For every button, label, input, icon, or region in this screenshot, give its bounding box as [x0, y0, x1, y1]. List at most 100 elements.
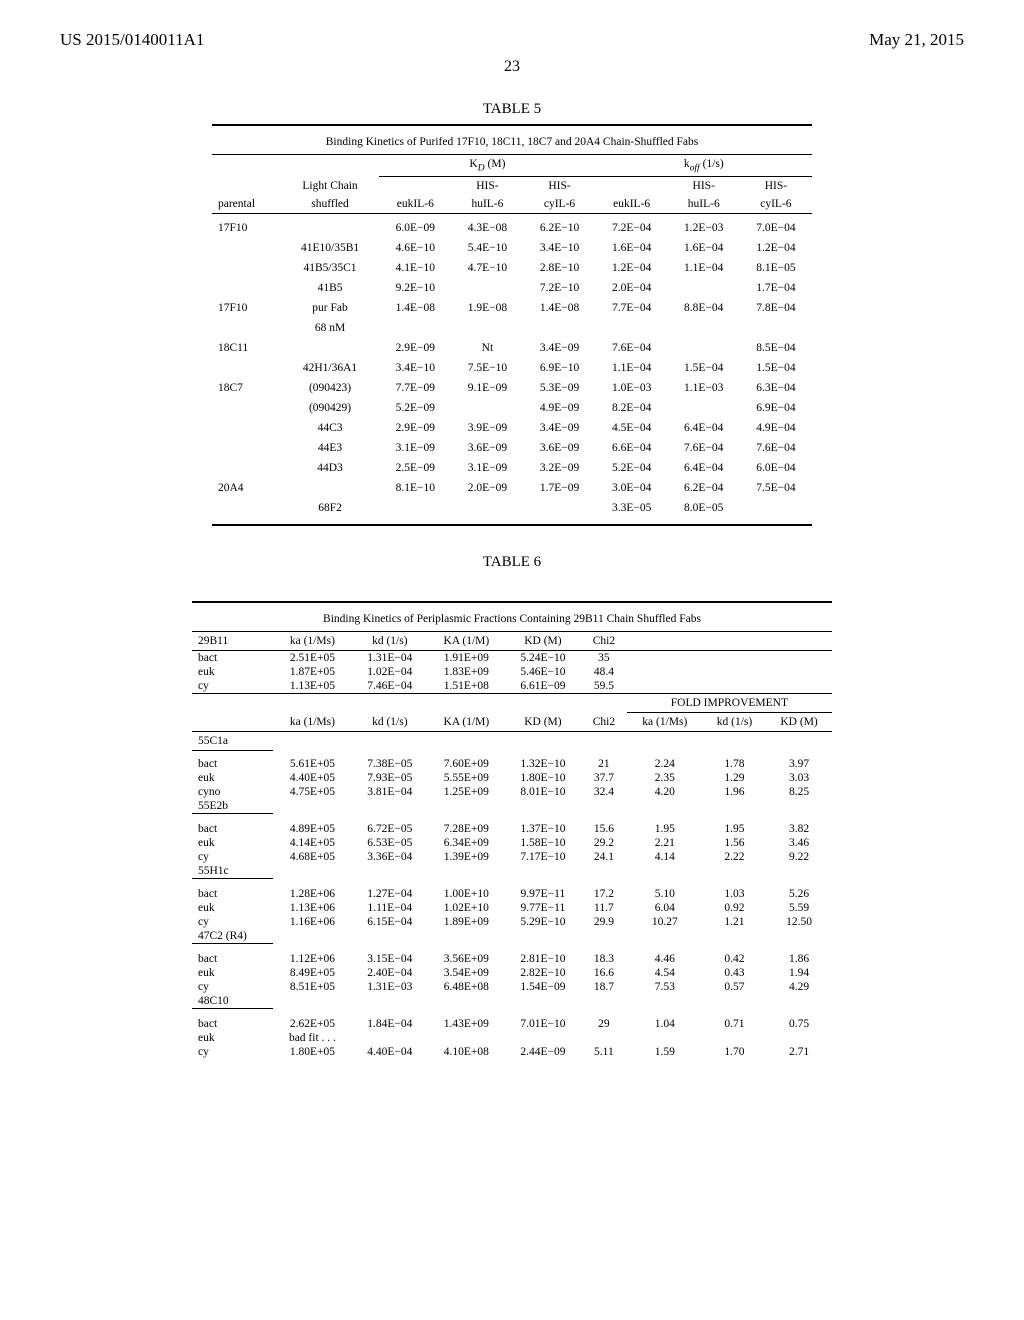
table-cell: euk: [192, 836, 273, 850]
table-cell: 7.53: [627, 980, 703, 994]
table-cell: 15.6: [581, 822, 627, 836]
t6h2-c8: KD (M): [766, 713, 832, 732]
t6h1-c3: KA (1/M): [428, 632, 505, 651]
table-cell: 6.2E−04: [668, 478, 740, 498]
table-cell: 1.6E−04: [668, 238, 740, 258]
table-cell: 1.95: [703, 822, 766, 836]
table-row: 17F106.0E−094.3E−086.2E−107.2E−041.2E−03…: [212, 218, 812, 238]
table-cell: euk: [192, 966, 273, 980]
table-row: bact2.62E+051.84E−041.43E+097.01E−10291.…: [192, 1017, 832, 1031]
table-row: 20A48.1E−102.0E−091.7E−093.0E−046.2E−047…: [212, 478, 812, 498]
table-cell: 3.2E−09: [523, 458, 595, 478]
table-cell: [212, 318, 281, 338]
table-cell: 7.5E−10: [451, 358, 523, 378]
table-cell: cy: [192, 1045, 273, 1059]
t6h1-c5: Chi2: [581, 632, 627, 651]
table-row: 55E2b: [192, 799, 832, 814]
table-cell: 41B5/35C1: [281, 258, 379, 278]
table-cell: 3.54E+09: [428, 966, 505, 980]
table-cell: [703, 1031, 766, 1045]
table-cell: cyno: [192, 785, 273, 799]
table-cell: [505, 994, 581, 1009]
table-cell: 2.22: [703, 850, 766, 864]
table-cell: 5.10: [627, 887, 703, 901]
table-cell: 4.29: [766, 980, 832, 994]
t6h2-c1: ka (1/Ms): [273, 713, 352, 732]
table-cell: [451, 398, 523, 418]
table-cell: 1.11E−04: [352, 901, 428, 915]
table-cell: 1.31E−04: [352, 651, 428, 666]
table-cell: [581, 929, 627, 944]
table-cell: [451, 318, 523, 338]
table-cell: [523, 498, 595, 518]
table-cell: 1.32E−10: [505, 757, 581, 771]
table-cell: 1.5E−04: [740, 358, 812, 378]
table-cell: 7.17E−10: [505, 850, 581, 864]
table-cell: 1.80E+05: [273, 1045, 352, 1059]
table-cell: 4.20: [627, 785, 703, 799]
table-cell: 44C3: [281, 418, 379, 438]
table-cell: [212, 438, 281, 458]
table5-kd-header: KD (M): [379, 155, 595, 177]
table-cell: 1.03: [703, 887, 766, 901]
table-cell: 6.61E−09: [505, 679, 581, 694]
table-cell: 1.13E+05: [273, 679, 352, 694]
table-cell: [212, 238, 281, 258]
table-cell: 59.5: [581, 679, 627, 694]
table-cell: 3.9E−09: [451, 418, 523, 438]
table-cell: 1.21: [703, 915, 766, 929]
table-cell: [703, 864, 766, 879]
table-cell: 8.51E+05: [273, 980, 352, 994]
table-row: bact5.61E+057.38E−057.60E+091.32E−10212.…: [192, 757, 832, 771]
t6h1-c1: ka (1/Ms): [273, 632, 352, 651]
table-cell: bad fit . . .: [273, 1031, 352, 1045]
table-cell: 10.27: [627, 915, 703, 929]
table-cell: 6.48E+08: [428, 980, 505, 994]
table-cell: 1.12E+06: [273, 952, 352, 966]
table-cell: [428, 994, 505, 1009]
table-cell: 0.42: [703, 952, 766, 966]
table-cell: 1.84E−04: [352, 1017, 428, 1031]
table-cell: 8.8E−04: [668, 298, 740, 318]
table-cell: [281, 218, 379, 238]
table-cell: 16.6: [581, 966, 627, 980]
table-cell: 8.1E−05: [740, 258, 812, 278]
table-cell: 4.3E−08: [451, 218, 523, 238]
table-cell: [273, 799, 352, 814]
table-row: 18C112.9E−09Nt3.4E−097.6E−048.5E−04: [212, 338, 812, 358]
table-cell: [212, 258, 281, 278]
table-cell: 2.51E+05: [273, 651, 352, 666]
table-cell: 1.43E+09: [428, 1017, 505, 1031]
table-cell: cy: [192, 915, 273, 929]
table-cell: 8.49E+05: [273, 966, 352, 980]
table-cell: 3.03: [766, 771, 832, 785]
table-cell: 18.3: [581, 952, 627, 966]
table5-col-eukil6b: eukIL-6: [596, 195, 668, 214]
table-cell: [212, 358, 281, 378]
table-cell: 7.5E−04: [740, 478, 812, 498]
table-row: 68F23.3E−058.0E−05: [212, 498, 812, 518]
table-cell: 4.40E−04: [352, 1045, 428, 1059]
table-cell: 5.2E−09: [379, 398, 451, 418]
table-cell: 2.9E−09: [379, 418, 451, 438]
table-cell: [627, 864, 703, 879]
table-cell: [352, 864, 428, 879]
table-cell: [668, 278, 740, 298]
table-cell: 3.4E−09: [523, 418, 595, 438]
table-cell: [523, 318, 595, 338]
table-cell: 3.1E−09: [379, 438, 451, 458]
table-cell: 41B5: [281, 278, 379, 298]
table5-caption: TABLE 5: [60, 101, 964, 118]
table-cell: 6.2E−10: [523, 218, 595, 238]
table-cell: 1.29: [703, 771, 766, 785]
t6h2-c6: ka (1/Ms): [627, 713, 703, 732]
table-cell: 5.29E−10: [505, 915, 581, 929]
table-cell: [627, 994, 703, 1009]
table-cell: 7.6E−04: [668, 438, 740, 458]
table5-col-huil6b: huIL-6: [668, 195, 740, 214]
table-cell: euk: [192, 665, 273, 679]
table-cell: 6.4E−04: [668, 418, 740, 438]
table-row: euk8.49E+052.40E−043.54E+092.82E−1016.64…: [192, 966, 832, 980]
table-cell: 3.46: [766, 836, 832, 850]
table-cell: 1.56: [703, 836, 766, 850]
